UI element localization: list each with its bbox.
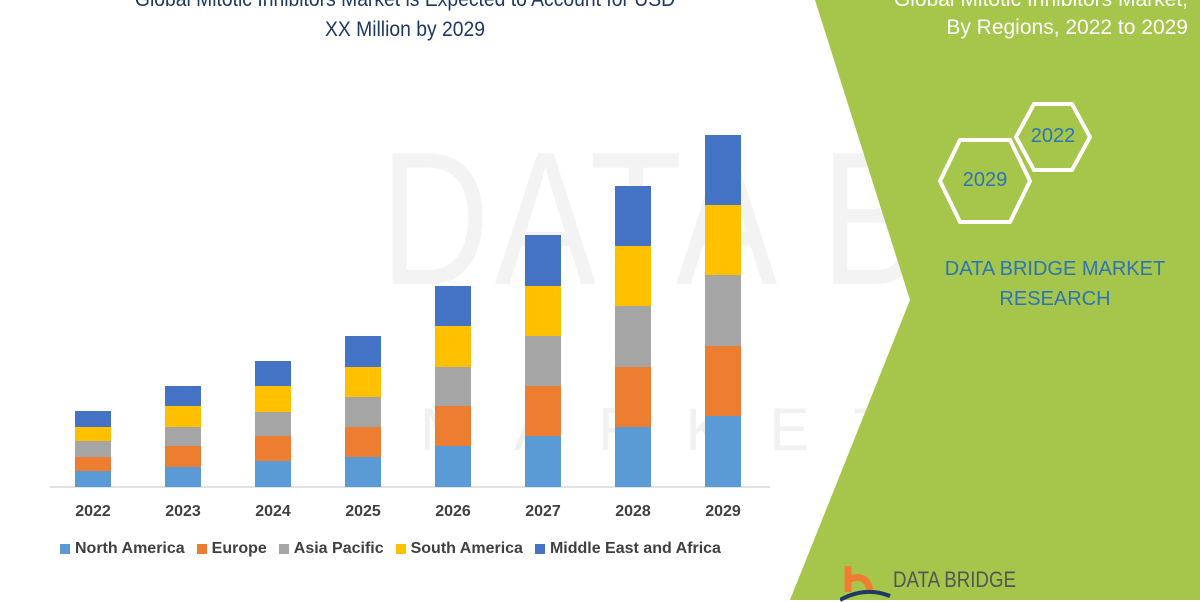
bar-segment-2022-asia-pacific	[75, 441, 111, 457]
bar-segment-2026-asia-pacific	[435, 367, 471, 406]
bar-segment-2023-middle-east-and-africa	[165, 386, 201, 406]
bar-segment-2023-europe	[165, 446, 201, 467]
x-tick-label: 2026	[435, 503, 471, 520]
bar-segment-2023-asia-pacific	[165, 427, 201, 446]
bar-segment-2025-europe	[345, 427, 381, 457]
bar-segment-2023-south-america	[165, 406, 201, 427]
legend-swatch	[196, 544, 207, 554]
data-bridge-logo-icon	[840, 566, 891, 602]
legend: North America Europe Asia Pacific South Ame…	[60, 540, 721, 558]
bar-segment-2027-middle-east-and-africa	[525, 235, 561, 286]
brand-line-2: RESEARCH	[999, 288, 1111, 310]
x-tick-label: 2022	[75, 503, 111, 520]
bar-segment-2029-middle-east-and-africa	[705, 135, 741, 205]
bar-segment-2024-north-america	[255, 461, 291, 487]
bar-segment-2027-north-america	[525, 436, 561, 487]
bar-segment-2029-south-america	[705, 205, 741, 275]
bar-segment-2028-europe	[615, 367, 651, 427]
bar-segment-2024-europe	[255, 436, 291, 461]
legend-label: Middle East and Africa	[549, 540, 721, 557]
x-tick-label: 2029	[705, 503, 741, 520]
bar-segment-2028-north-america	[615, 427, 651, 487]
legend-swatch	[395, 544, 406, 554]
bar-segment-2029-north-america	[705, 416, 741, 487]
bar-segment-2024-asia-pacific	[255, 412, 291, 436]
bar-segment-2023-north-america	[165, 467, 201, 487]
x-tick-label: 2027	[525, 503, 561, 520]
stacked-bar-chart	[50, 135, 770, 488]
bar-segment-2028-middle-east-and-africa	[615, 186, 651, 246]
bar-segment-2026-europe	[435, 406, 471, 446]
bar-segment-2027-asia-pacific	[525, 336, 561, 386]
chart-title-line-1: Global Mitotic Inhibitors Market is Expe…	[69, 0, 741, 12]
bar-segment-2022-south-america	[75, 427, 111, 441]
logo-text: DATA BRIDGE	[893, 567, 1016, 592]
hexagon-2029	[937, 138, 1033, 224]
bar-segment-2029-asia-pacific	[705, 275, 741, 346]
bar-segment-2027-south-america	[525, 286, 561, 336]
bar-segment-2026-south-america	[435, 326, 471, 367]
legend-label: Europe	[211, 540, 267, 557]
x-tick-label: 2024	[255, 503, 291, 520]
hex-label-2022: 2022	[1030, 125, 1076, 147]
chart-title-line-2: XX Million by 2029	[324, 18, 486, 41]
bar-segment-2022-middle-east-and-africa	[75, 411, 111, 427]
bar-segment-2029-europe	[705, 346, 741, 416]
x-tick-label: 2028	[615, 503, 651, 520]
bar-segment-2028-south-america	[615, 246, 651, 306]
bar-segment-2022-europe	[75, 457, 111, 471]
bar-segment-2028-asia-pacific	[615, 306, 651, 367]
bar-segment-2024-south-america	[255, 386, 291, 412]
side-title-line-1: Global Mitotic Inhibitors Market,	[894, 0, 1188, 12]
hexagon-2022	[1013, 102, 1093, 172]
hex-label-2029: 2029	[962, 169, 1008, 191]
bar-segment-2025-asia-pacific	[345, 397, 381, 427]
side-title-line-2: By Regions, 2022 to 2029	[946, 16, 1188, 39]
bar-segment-2026-north-america	[435, 446, 471, 487]
legend-label: South America	[410, 540, 523, 557]
legend-label: North America	[75, 540, 185, 557]
legend-item: Europe	[196, 540, 267, 558]
legend-item: Middle East and Africa	[534, 540, 721, 558]
legend-item: Asia Pacific	[278, 540, 384, 558]
bar-segment-2024-middle-east-and-africa	[255, 361, 291, 386]
x-tick-label: 2025	[345, 503, 381, 520]
bar-segment-2025-north-america	[345, 457, 381, 487]
bar-segment-2025-south-america	[345, 367, 381, 397]
bar-segment-2026-middle-east-and-africa	[435, 286, 471, 326]
bar-segment-2022-north-america	[75, 471, 111, 487]
x-tick-label: 2023	[165, 503, 201, 520]
legend-label: Asia Pacific	[293, 540, 384, 557]
bar-segment-2025-middle-east-and-africa	[345, 336, 381, 367]
legend-swatch	[278, 544, 289, 554]
bar-segment-2027-europe	[525, 386, 561, 436]
legend-item: North America	[60, 540, 185, 558]
legend-item: South America	[395, 540, 523, 558]
legend-swatch	[534, 544, 545, 554]
legend-swatch	[60, 544, 70, 554]
brand-line-1: DATA BRIDGE MARKET	[944, 258, 1166, 280]
